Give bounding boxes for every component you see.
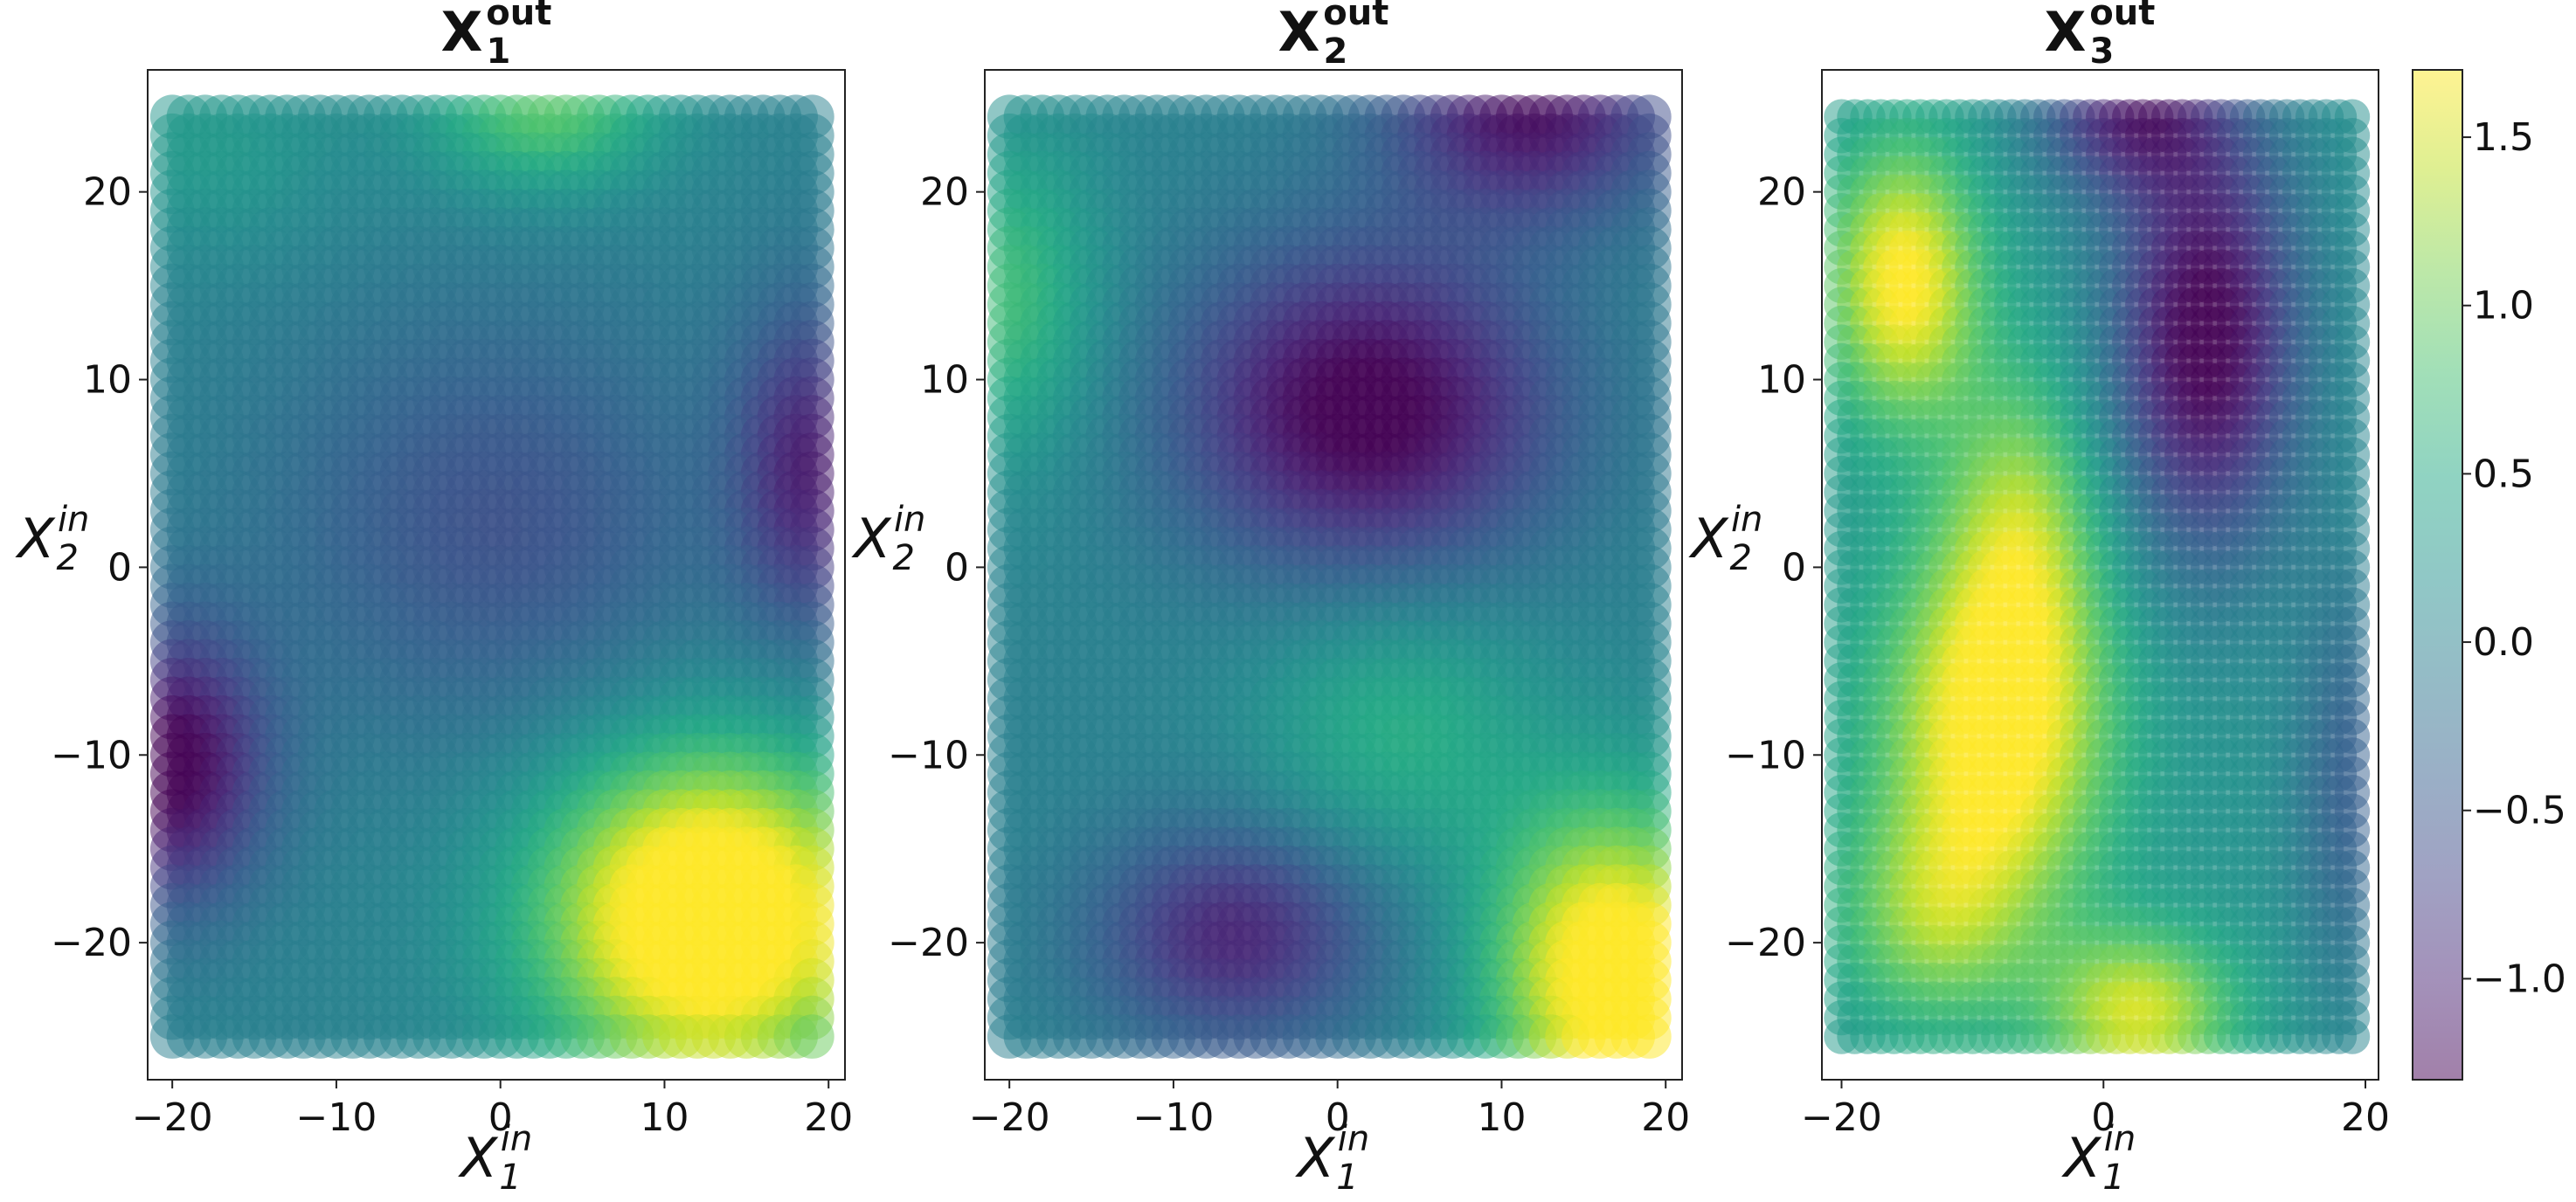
panel-2-ylabel: X2in — [851, 500, 925, 578]
panel-1-y-ticks: −20 −10 0 10 20 — [51, 170, 148, 965]
y-tick-label: −20 — [51, 921, 132, 965]
panel-2: −20 −10 0 10 20 −20 −10 0 10 20 X 2out X1in X2in — [851, 0, 1690, 1198]
x-tick-label: 0 — [1326, 1095, 1350, 1140]
x-tick-label: 20 — [804, 1095, 853, 1140]
x-tick-label: −10 — [295, 1095, 377, 1140]
panel-2-title: X 2out — [1278, 0, 1389, 72]
panel-2-xlabel: X1in — [1295, 1119, 1369, 1198]
y-tick-label: 20 — [83, 170, 132, 215]
panel-3-points — [1824, 99, 2371, 1054]
x-tick-label: −20 — [132, 1095, 213, 1140]
y-tick-label: 10 — [920, 358, 969, 403]
y-tick-label: −10 — [888, 733, 969, 777]
scatter-point — [1627, 1014, 1672, 1059]
x-tick-label: −20 — [969, 1095, 1050, 1140]
panel-1-title: X 1out — [441, 0, 552, 72]
scatter-point — [790, 1014, 834, 1059]
x-tick-label: 10 — [1477, 1095, 1526, 1140]
panel-2-frame — [984, 69, 1683, 1081]
panel-2-points — [987, 94, 1672, 1059]
panel-1-x-ticks: −20 −10 0 10 20 — [132, 1080, 853, 1140]
y-tick-label: 20 — [920, 170, 969, 215]
x-tick-label: 10 — [640, 1095, 689, 1140]
panel-1-frame — [147, 69, 846, 1081]
x-tick-label: 20 — [1641, 1095, 1690, 1140]
y-tick-label: 10 — [83, 358, 132, 403]
x-tick-label: 0 — [488, 1095, 513, 1140]
panel-1: −20 −10 0 10 20 −20 −10 0 10 20 X 1out X1in X2in — [15, 0, 853, 1198]
panel-2-y-ticks: −20 −10 0 10 20 — [888, 170, 985, 965]
y-tick-label: −20 — [888, 921, 969, 965]
x-tick-label: −10 — [1132, 1095, 1214, 1140]
panel-1-xlabel: X1in — [458, 1119, 532, 1198]
panel-1-points — [149, 94, 834, 1059]
panel-2-x-ticks: −20 −10 0 10 20 — [969, 1080, 1690, 1140]
y-tick-label: 0 — [945, 545, 969, 590]
y-tick-label: −10 — [51, 733, 132, 777]
panel-1-ylabel: X2in — [15, 500, 89, 578]
y-tick-label: 0 — [107, 545, 132, 590]
